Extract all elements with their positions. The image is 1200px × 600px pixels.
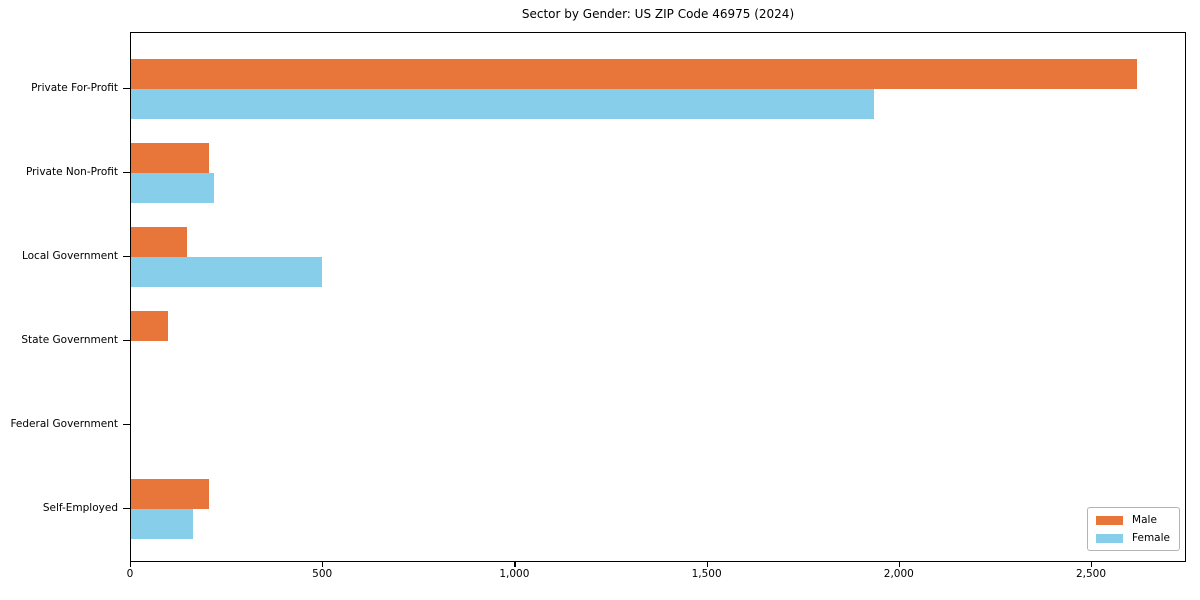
ytick-mark (123, 340, 130, 342)
bar-female-local-government (131, 257, 323, 287)
xtick-mark (322, 562, 324, 567)
legend-item-male: Male (1096, 514, 1170, 526)
xtick-mark (706, 562, 708, 567)
legend-swatch-male (1096, 515, 1124, 525)
ytick-mark (123, 88, 130, 90)
ytick-mark (123, 508, 130, 510)
ytick-label-state-government: State Government (21, 334, 118, 346)
xtick-label-500: 500 (312, 568, 333, 580)
bar-male-self-employed (131, 479, 209, 509)
ytick-label-private-non-profit: Private Non-Profit (25, 166, 118, 178)
xtick-label-0: 0 (126, 568, 134, 580)
ytick-mark (123, 256, 130, 258)
xtick-label-2-500: 2,500 (1075, 568, 1107, 580)
xtick-label-1-500: 1,500 (691, 568, 722, 580)
plot-area: Male Female (130, 32, 1186, 562)
ytick-mark (123, 424, 130, 426)
xtick-mark (130, 562, 132, 567)
legend-label-male: Male (1132, 514, 1157, 526)
legend-swatch-female (1096, 533, 1124, 543)
ytick-label-self-employed: Self-Employed (42, 502, 118, 514)
xtick-label-2-000: 2,000 (883, 568, 914, 580)
legend-label-female: Female (1132, 532, 1170, 544)
bar-male-private-for-profit (131, 59, 1137, 89)
ytick-label-local-government: Local Government (21, 250, 118, 262)
legend-item-female: Female (1096, 532, 1170, 544)
ytick-label-federal-government: Federal Government (10, 418, 118, 430)
bar-female-private-non-profit (131, 173, 215, 203)
ytick-label-private-for-profit: Private For-Profit (31, 82, 118, 94)
bar-male-local-government (131, 227, 188, 257)
xtick-mark (898, 562, 900, 567)
ytick-mark (123, 172, 130, 174)
xtick-mark (514, 562, 516, 567)
bar-female-self-employed (131, 509, 193, 539)
chart-title: Sector by Gender: US ZIP Code 46975 (202… (521, 7, 795, 21)
xtick-mark (1091, 562, 1093, 567)
bar-female-private-for-profit (131, 89, 875, 119)
bar-male-state-government (131, 311, 169, 341)
xtick-label-1-000: 1,000 (499, 568, 530, 580)
bar-male-private-non-profit (131, 143, 209, 173)
legend: Male Female (1087, 507, 1180, 551)
